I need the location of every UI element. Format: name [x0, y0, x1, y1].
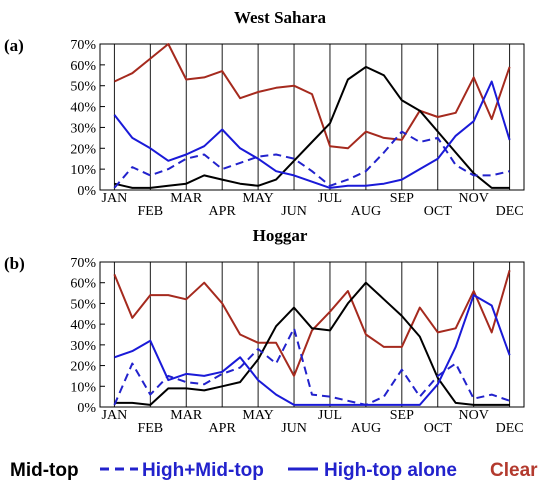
panel-a-xtick-label: JUL	[318, 191, 342, 206]
panel-a-xtick-label: AUG	[351, 204, 381, 219]
panel-b-xtick-label: JUL	[318, 408, 342, 423]
panel-a-series-high-mid-top	[113, 130, 510, 189]
panel-b-ytick-label: 50%	[70, 297, 96, 312]
panel-a-ytick-label: 10%	[70, 163, 96, 178]
panel-a-xtick-label: FEB	[137, 204, 163, 219]
panel-a-xtick-label: DEC	[496, 204, 524, 219]
panel-a-series-mid-top	[114, 65, 510, 189]
panel-a-ytick-label: 70%	[70, 38, 96, 53]
panel-b-xtick-label: JAN	[102, 408, 128, 423]
panel-b-label: (b)	[4, 254, 25, 273]
legend: Mid-top High+Mid-top High-top alone Clea…	[10, 460, 538, 481]
panel-a-ytick-label: 40%	[70, 101, 96, 116]
panel-b-xtick-label: MAR	[170, 408, 203, 423]
panel-a-xtick-label: OCT	[424, 204, 452, 219]
panel-a-ytick-label: 60%	[70, 59, 96, 74]
panel-b-xtick-label: NOV	[459, 408, 489, 423]
panel-b-ytick-label: 40%	[70, 318, 96, 333]
panel-b-xtick-label: JUN	[281, 421, 307, 436]
panel-b-xtick-label: FEB	[137, 421, 163, 436]
panel-a-xtick-label: MAY	[242, 191, 273, 206]
legend-mid-top-label: Mid-top	[10, 460, 79, 481]
panel-a-series-high-top-alone	[113, 80, 511, 189]
panel-b-frame	[99, 261, 525, 408]
legend-high-mid-top-label: High+Mid-top	[142, 460, 264, 481]
panel-b-series-mid-top	[114, 281, 510, 406]
panel-b-ytick-label: 30%	[70, 339, 96, 354]
panel-a-xtick-label: SEP	[390, 191, 414, 206]
panel-b-series-high-top-alone	[114, 294, 511, 406]
panel-a-ytick-label: 30%	[70, 121, 96, 136]
panel-b-ytick-label: 0%	[77, 401, 96, 416]
panel-b-ytick-label: 10%	[70, 380, 96, 395]
panel-a-title: West Sahara	[234, 8, 327, 27]
panel-a-ytick-label: 20%	[70, 142, 96, 157]
panel-a-xtick-label: MAR	[170, 191, 203, 206]
panel-a-plot: 0% 10% 20% 30% 40% 50% 60% 70% JAN FEB MAR APR MAY JU…	[70, 38, 525, 219]
panel-b-xtick-label: OCT	[424, 421, 452, 436]
panel-a-label: (a)	[4, 36, 24, 55]
panel-b-xtick-label: AUG	[351, 421, 381, 436]
panel-b-series-clear	[113, 270, 511, 377]
panel-b-series-high-mid-top	[113, 327, 510, 406]
legend-clear-label: Clear	[490, 460, 538, 481]
panel-a-ytick-label: 50%	[70, 80, 96, 95]
panel-a-xtick-label: NOV	[459, 191, 489, 206]
panel-a-frame	[99, 43, 525, 191]
panel-a-xtick-label: JAN	[102, 191, 128, 206]
panel-b-ytick-label: 20%	[70, 360, 96, 375]
legend-high-top-alone-label: High-top alone	[324, 460, 457, 481]
panel-b-xtick-label: DEC	[496, 421, 524, 436]
panel-a-xtick-label: APR	[209, 204, 237, 219]
panel-a-ytick-label: 0%	[77, 184, 96, 199]
panel-b-ytick-label: 70%	[70, 256, 96, 271]
panel-b-title: Hoggar	[253, 226, 308, 245]
panel-a-series-clear	[113, 43, 511, 150]
panel-a-xtick-label: JUN	[281, 204, 307, 219]
panel-b-xtick-label: SEP	[390, 408, 414, 423]
panel-b-xtick-label: MAY	[242, 408, 273, 423]
panel-b-xtick-label: APR	[209, 421, 237, 436]
panel-b-ytick-label: 60%	[70, 277, 96, 292]
panel-b-plot: 0% 10% 20% 30% 40% 50% 60% 70% JAN FEB MAR APR MAY JU…	[70, 256, 525, 436]
